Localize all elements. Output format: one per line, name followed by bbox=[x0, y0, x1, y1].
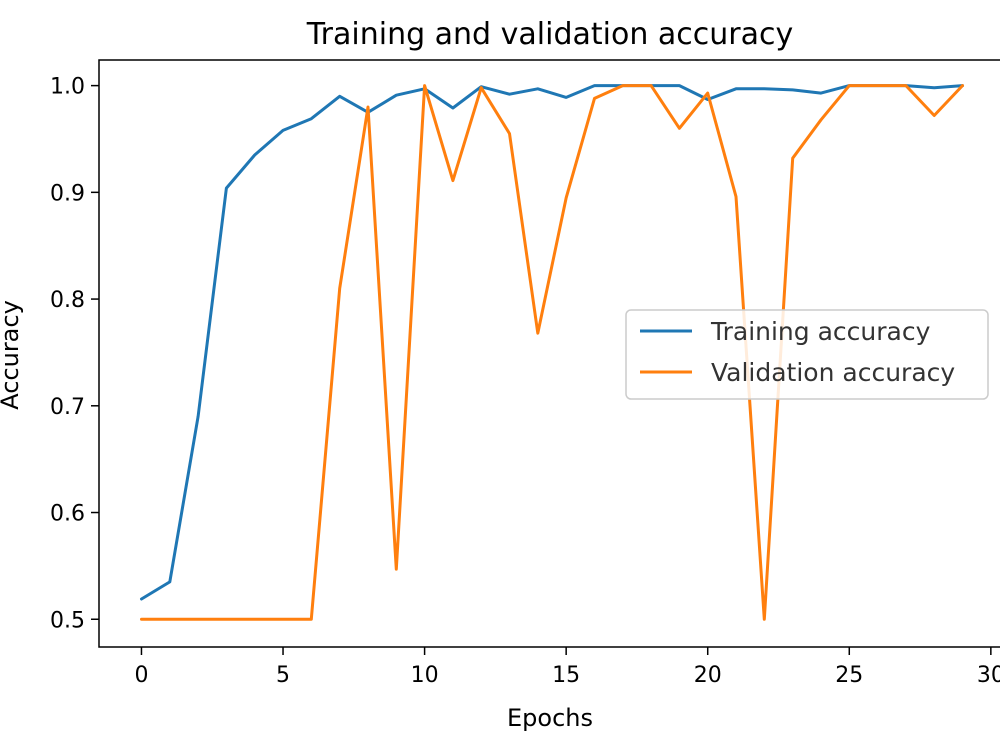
x-tick-label-3: 15 bbox=[552, 663, 580, 688]
series-line-1 bbox=[140, 84, 964, 621]
legend-label-training: Training accuracy bbox=[710, 317, 931, 346]
x-tick-label-2: 10 bbox=[411, 663, 439, 688]
plot-frame bbox=[98, 59, 1000, 648]
x-tick-label-1: 5 bbox=[276, 663, 290, 688]
chart-title: Training and validation accuracy bbox=[306, 17, 793, 52]
legend-box bbox=[625, 309, 989, 400]
x-axis: 0 5 10 15 20 25 30 bbox=[134, 647, 1000, 688]
x-tick-label-6: 30 bbox=[977, 663, 1000, 688]
x-tick-label-5: 25 bbox=[835, 663, 863, 688]
legend-label-validation: Validation accuracy bbox=[711, 358, 955, 387]
y-tick-label-4: 0.9 bbox=[50, 181, 85, 206]
y-tick-label-2: 0.7 bbox=[50, 395, 85, 420]
x-tick-label-0: 0 bbox=[134, 663, 148, 688]
y-tick-label-1: 0.6 bbox=[50, 502, 85, 527]
series-layer bbox=[140, 84, 964, 621]
y-axis-label: Accuracy bbox=[0, 300, 24, 410]
x-tick-label-4: 20 bbox=[694, 663, 722, 688]
y-tick-label-0: 0.5 bbox=[50, 608, 85, 633]
x-axis-label: Epochs bbox=[507, 704, 593, 732]
y-axis: 0.5 0.6 0.7 0.8 0.9 1.0 bbox=[50, 75, 99, 633]
y-tick-label-3: 0.8 bbox=[50, 288, 85, 313]
plot-area bbox=[98, 59, 1000, 648]
series-line-0 bbox=[140, 84, 964, 601]
legend: Training accuracy Validation accuracy bbox=[625, 309, 989, 400]
y-tick-label-5: 1.0 bbox=[50, 75, 85, 100]
